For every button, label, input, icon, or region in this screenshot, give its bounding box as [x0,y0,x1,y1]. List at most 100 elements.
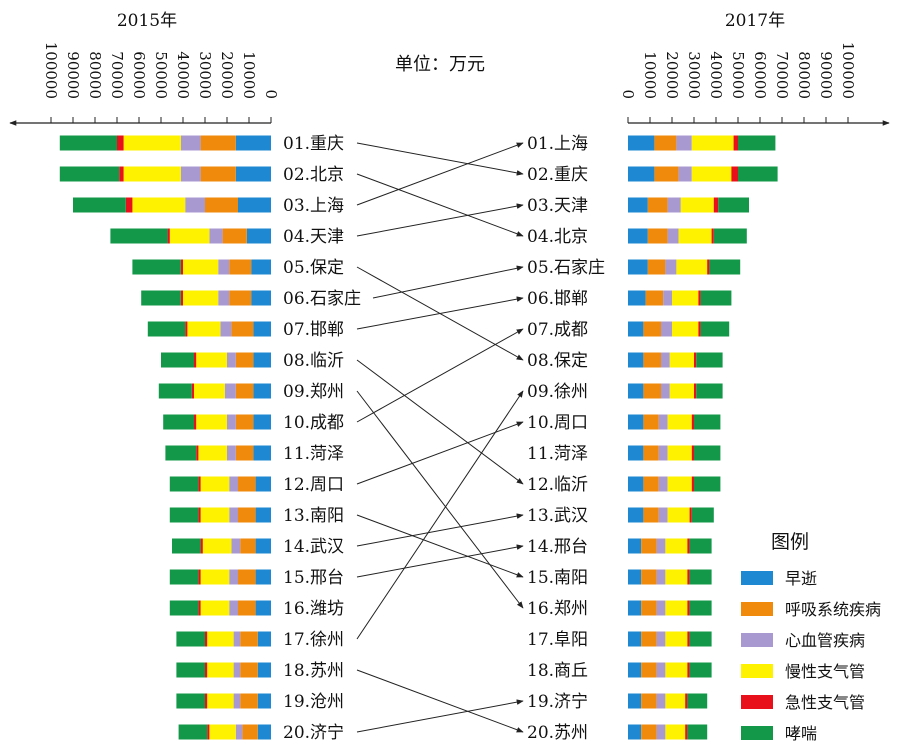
left-bar-19-seg-5 [205,693,208,709]
left-bar-17-seg-4 [207,631,234,647]
left-city-label: 02.北京 [283,165,344,185]
left-bar-18-seg-6 [176,662,205,678]
right-bar-4-seg-4 [678,228,712,244]
right-bar-16-seg-1 [628,600,642,616]
left-bar-15-seg-2 [238,569,256,585]
right-bar-3-seg-5 [713,197,719,213]
right-bar-17-seg-5 [687,631,690,647]
left-bar-14-seg-6 [172,538,201,554]
right-bar-16-seg-4 [665,600,688,616]
left-axis-tick-label: 30000 [196,51,214,99]
left-bar-10-seg-5 [194,414,197,430]
left-bar-4-seg-5 [167,228,170,244]
right-bar-3-seg-4 [680,197,714,213]
right-bar-6-seg-4 [672,290,699,306]
right-bar-2-seg-4 [691,166,732,182]
rank-link [356,296,524,330]
left-bar-16-seg-2 [238,600,256,616]
legend-swatch [741,602,773,616]
right-bar-10-seg-5 [691,414,694,430]
left-bar-5-seg-6 [132,259,181,275]
legend-label: 慢性支气管 [785,662,865,681]
left-bar-20-seg-6 [178,724,208,740]
right-bar-5-seg-1 [628,259,648,275]
legend-label: 急性支气管 [785,693,865,712]
left-bar-10-seg-2 [235,414,254,430]
left-bar-5-seg-2 [229,259,252,275]
left-bar-17-seg-5 [205,631,208,647]
rank-link [356,390,524,609]
left-city-label: 16.潍坊 [283,599,344,619]
left-bar-20-seg-1 [257,724,271,740]
right-axis-tick-label: 90000 [817,51,835,99]
right-bar-20-seg-2 [641,724,657,740]
right-bar-5-seg-2 [647,259,666,275]
left-bar-7-seg-1 [253,321,271,337]
right-bar-17-seg-1 [628,631,642,647]
right-bars-2017 [628,135,778,740]
left-bar-2-seg-6 [59,166,120,182]
left-bar-11-seg-3 [227,445,236,461]
left-city-label: 01.重庆 [283,134,344,154]
left-bar-10-seg-6 [163,414,194,430]
left-city-label: 08.临沂 [283,351,344,371]
legend-label: 呼吸系统疾病 [785,600,881,619]
right-bar-14-seg-2 [641,538,657,554]
right-bar-15-seg-6 [689,569,712,585]
right-bar-12-seg-1 [628,476,644,492]
left-axis-tick-label: 50000 [152,51,170,99]
left-bar-8-seg-6 [161,352,194,368]
right-city-label: 06.邯郸 [527,289,588,309]
right-bar-7-seg-2 [643,321,661,337]
left-bar-6-seg-4 [183,290,219,306]
right-bar-16-seg-3 [656,600,666,616]
right-bar-11-seg-6 [694,445,721,461]
right-bar-20-seg-5 [685,724,688,740]
right-bar-18-seg-5 [687,662,690,678]
left-bar-13-seg-6 [169,507,199,523]
right-bar-7-seg-4 [672,321,699,337]
rank-link [356,514,524,578]
right-bar-6-seg-6 [700,290,732,306]
left-city-label: 19.沧州 [283,692,344,712]
right-bar-19-seg-2 [641,693,657,709]
right-city-label: 19.济宁 [527,692,588,712]
unit-label: 单位：万元 [395,54,485,75]
right-bar-5-seg-6 [709,259,741,275]
left-bar-10-seg-4 [196,414,227,430]
right-bar-6-seg-3 [663,290,672,306]
right-bar-19-seg-3 [656,693,666,709]
left-bar-8-seg-3 [227,352,236,368]
left-city-label: 18.苏州 [283,661,344,681]
right-axis-tick-label: 30000 [685,51,703,99]
left-bar-11-seg-1 [253,445,271,461]
legend-swatch [741,664,773,678]
right-bar-8-seg-6 [696,352,723,368]
right-bar-19-seg-1 [628,693,642,709]
left-bar-18-seg-2 [240,662,258,678]
right-bar-15-seg-2 [641,569,657,585]
right-bar-14-seg-3 [656,538,666,554]
left-bar-15-seg-4 [200,569,230,585]
left-city-label: 04.天津 [283,227,344,247]
left-bar-13-seg-2 [238,507,256,523]
right-city-label: 10.周口 [527,413,588,433]
right-bar-18-seg-4 [665,662,688,678]
right-bar-2-seg-5 [731,166,738,182]
right-city-label: 07.成都 [527,320,588,340]
right-city-label: 13.武汉 [527,506,588,526]
left-bar-7-seg-6 [147,321,186,337]
right-bar-7-seg-6 [700,321,730,337]
right-bar-11-seg-5 [691,445,694,461]
right-bar-18-seg-2 [641,662,657,678]
left-bar-9-seg-5 [191,383,194,399]
left-bar-2-seg-5 [119,166,124,182]
legend-title: 图例 [771,531,809,553]
right-bar-9-seg-5 [694,383,697,399]
right-bar-20-seg-3 [656,724,666,740]
left-axis-tick-label: 90000 [64,51,82,99]
rank-link [356,328,524,423]
left-city-label: 11.菏泽 [283,444,344,464]
